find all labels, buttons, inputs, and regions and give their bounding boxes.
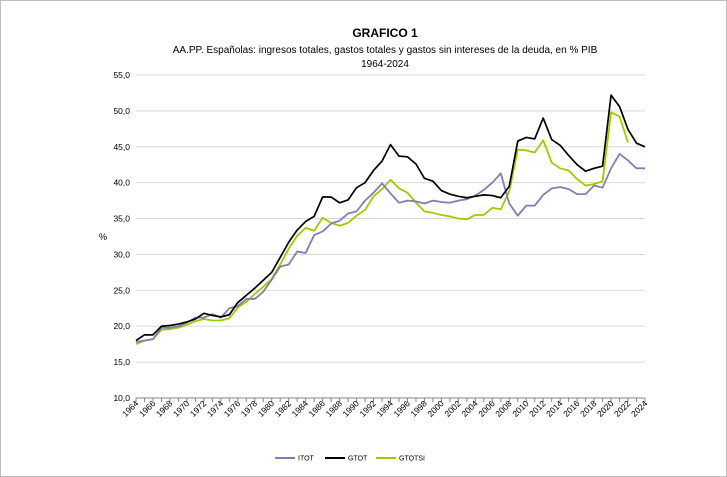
gridlines bbox=[136, 74, 645, 399]
x-tick-label: 2022 bbox=[612, 398, 633, 419]
x-tick-label: 1976 bbox=[222, 398, 243, 419]
y-tick-label: 15,0 bbox=[113, 357, 130, 367]
y-tick-label: 35,0 bbox=[113, 214, 130, 224]
x-tick-label: 1966 bbox=[137, 398, 158, 419]
x-axis-ticks: 1964196619681970197219741976197819801982… bbox=[120, 398, 650, 419]
x-tick-label: 1968 bbox=[154, 398, 175, 419]
x-tick-label: 1990 bbox=[341, 398, 362, 419]
x-tick-label: 2010 bbox=[510, 398, 531, 419]
x-axis bbox=[135, 397, 646, 402]
x-tick-label: 1980 bbox=[256, 398, 277, 419]
x-tick-label: 2024 bbox=[629, 398, 650, 419]
series-line-gtot bbox=[135, 94, 646, 342]
x-tick-label: 2016 bbox=[561, 398, 582, 419]
y-tick-label: 10,0 bbox=[113, 393, 130, 403]
y-tick-label: 45,0 bbox=[113, 142, 130, 152]
y-axis-label: % bbox=[99, 232, 107, 242]
x-tick-label: 1992 bbox=[357, 398, 378, 419]
x-tick-label: 2008 bbox=[493, 398, 514, 419]
x-tick-label: 1984 bbox=[290, 398, 311, 419]
legend-label-itot: ITOT bbox=[298, 456, 315, 463]
y-tick-label: 25,0 bbox=[113, 285, 130, 295]
x-tick-label: 2000 bbox=[425, 398, 446, 419]
y-tick-label: 55,0 bbox=[113, 70, 130, 80]
x-tick-label: 2004 bbox=[459, 398, 480, 419]
x-tick-label: 1978 bbox=[239, 398, 260, 419]
x-tick-label: 2002 bbox=[442, 398, 463, 419]
chart-subtitle-line2: 1964-2024 bbox=[361, 59, 409, 70]
legend: ITOT GTOT GTOTSI bbox=[275, 456, 425, 463]
x-tick-label: 1982 bbox=[273, 398, 294, 419]
legend-label-gtotsi: GTOTSI bbox=[399, 456, 425, 463]
x-tick-label: 1996 bbox=[391, 398, 412, 419]
x-tick-label: 1970 bbox=[171, 398, 192, 419]
y-tick-label: 40,0 bbox=[113, 178, 130, 188]
x-tick-label: 1988 bbox=[324, 398, 345, 419]
chart-title: GRAFICO 1 bbox=[352, 26, 418, 40]
x-tick-label: 2020 bbox=[595, 398, 616, 419]
x-tick-label: 1972 bbox=[188, 398, 209, 419]
x-tick-label: 2014 bbox=[544, 398, 565, 419]
y-tick-label: 20,0 bbox=[113, 321, 130, 331]
x-tick-label: 2018 bbox=[578, 398, 599, 419]
legend-label-gtot: GTOT bbox=[348, 456, 368, 463]
x-tick-label: 1994 bbox=[374, 398, 395, 419]
x-tick-label: 2006 bbox=[476, 398, 497, 419]
x-tick-label: 1998 bbox=[408, 398, 429, 419]
series-lines bbox=[135, 94, 646, 345]
y-tick-label: 30,0 bbox=[113, 249, 130, 259]
x-tick-label: 1974 bbox=[205, 398, 226, 419]
series-line-gtotsi bbox=[135, 111, 629, 345]
x-tick-label: 1986 bbox=[307, 398, 328, 419]
y-axis-ticks: 10,0 15,0 20,0 25,0 30,0 35,0 40,0 45,0 50,0 55,0 bbox=[113, 70, 130, 403]
y-tick-label: 50,0 bbox=[113, 106, 130, 116]
x-tick-label: 2012 bbox=[527, 398, 548, 419]
chart-subtitle-line1: AA.PP. Españolas: ingresos totales, gast… bbox=[173, 45, 598, 56]
